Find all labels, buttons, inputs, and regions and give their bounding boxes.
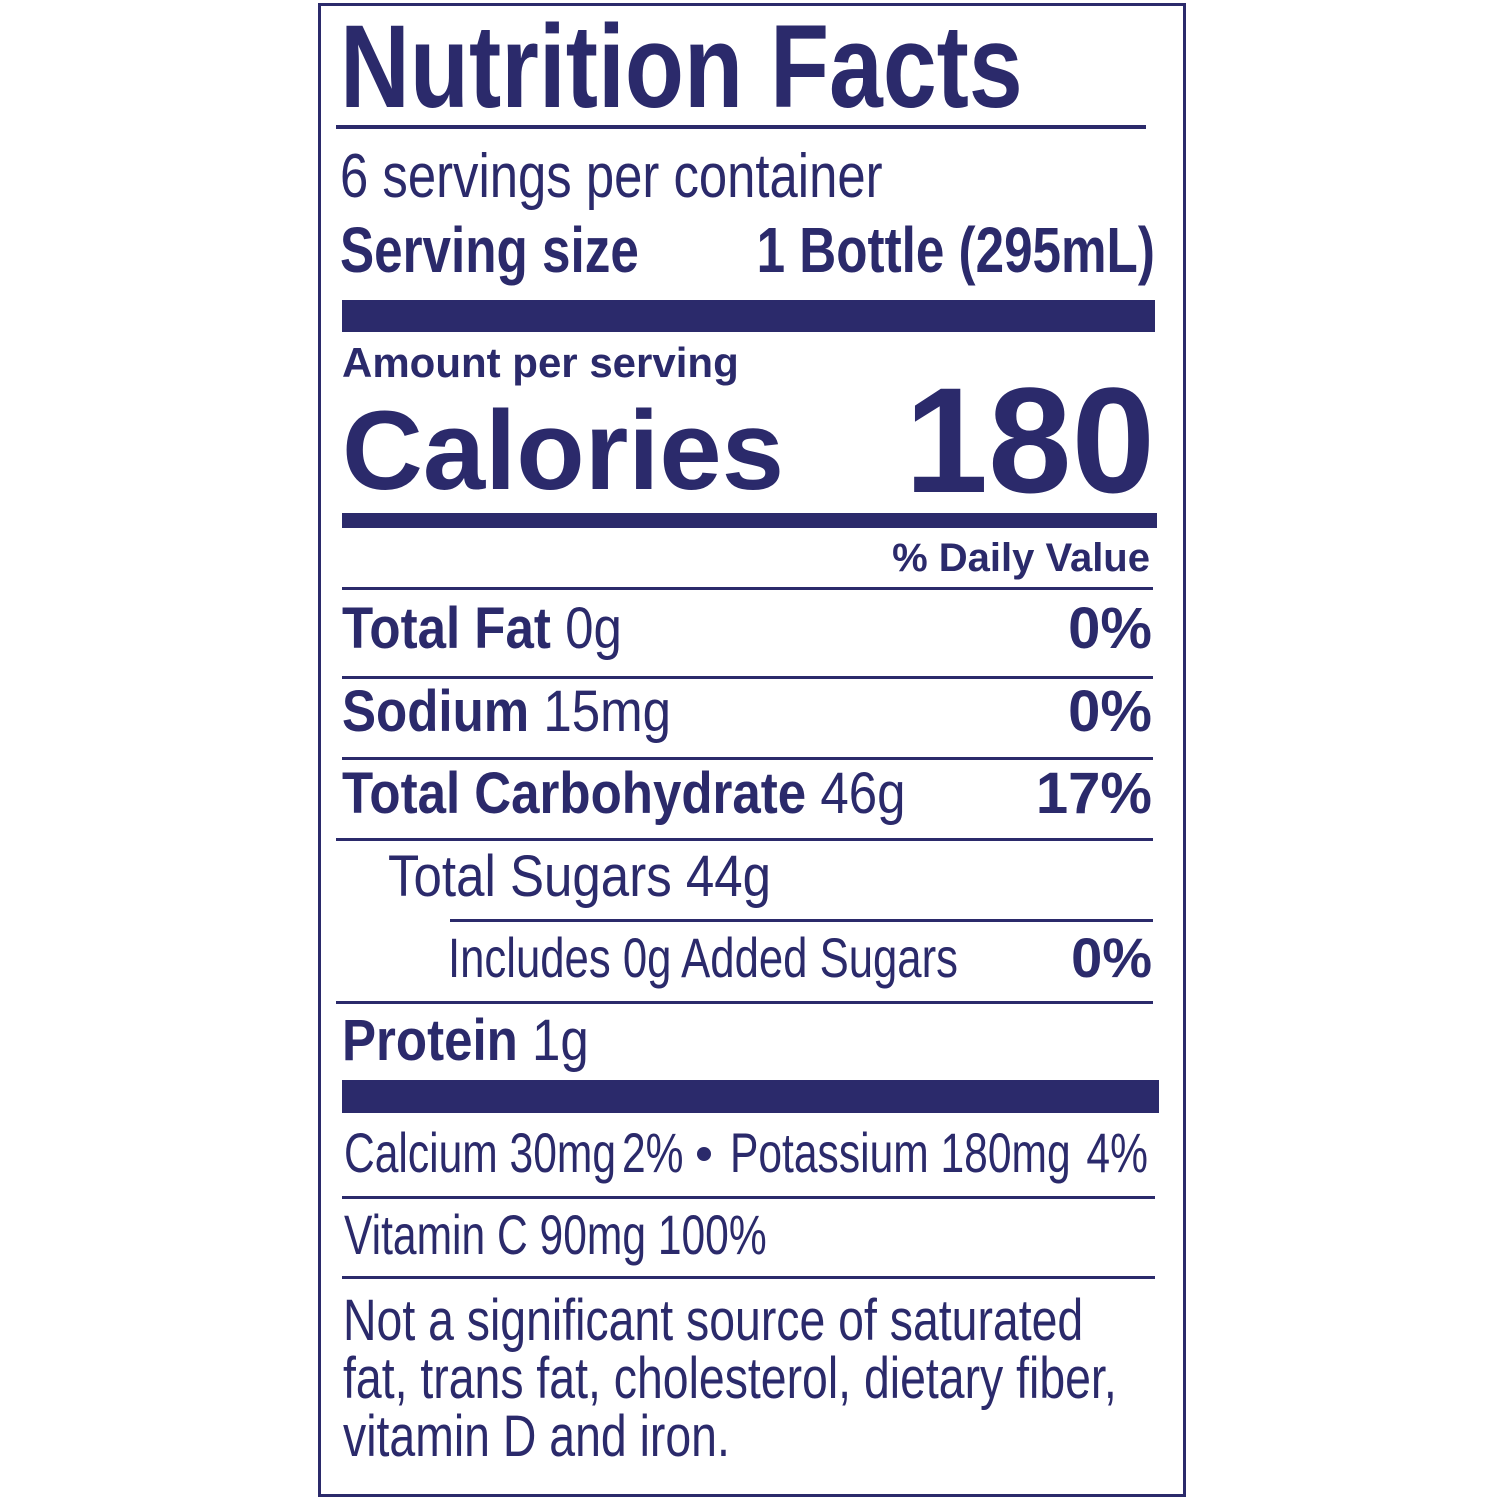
potassium-dv: 4% bbox=[1086, 1121, 1148, 1184]
medium-rule bbox=[342, 513, 1157, 528]
thick-rule bbox=[342, 300, 1155, 332]
rule bbox=[450, 919, 1153, 922]
vitamin-c: Vitamin C 90mg 100% bbox=[344, 1203, 767, 1266]
nutrient-row: Sodium 15mg bbox=[342, 683, 671, 741]
added-sugars-dv: 0% bbox=[1071, 926, 1152, 989]
nutrient-name: Sodium bbox=[342, 679, 530, 744]
nutrient-name: Total Carbohydrate bbox=[342, 761, 807, 826]
nutrient-dv: 17% bbox=[1035, 761, 1152, 826]
daily-value-header: % Daily Value bbox=[892, 536, 1150, 580]
nutrient-row: Total Carbohydrate 46g bbox=[342, 765, 906, 823]
rule bbox=[336, 838, 1153, 841]
calories-value: 180 bbox=[904, 356, 1155, 524]
nutrient-amount: 15mg bbox=[543, 679, 672, 744]
nutrient-name: Protein bbox=[342, 1008, 518, 1073]
bullet bbox=[697, 1147, 711, 1161]
calories-label: Calories bbox=[342, 388, 784, 513]
rule bbox=[336, 125, 1146, 129]
nutrient-amount: 44g bbox=[685, 844, 772, 909]
nutrient-row: Total Fat 0g bbox=[342, 600, 622, 658]
potassium: Potassium 180mg bbox=[730, 1121, 1071, 1184]
nutrient-amount: 1g bbox=[532, 1008, 589, 1073]
label-frame bbox=[318, 3, 1186, 1497]
nutrient-amount: 0g bbox=[565, 596, 622, 661]
title: Nutrition Facts bbox=[340, 1, 1023, 133]
added-sugars: Includes 0g Added Sugars bbox=[448, 926, 958, 989]
rule bbox=[342, 676, 1153, 679]
nutrient-amount: 46g bbox=[820, 761, 906, 826]
rule bbox=[342, 757, 1153, 760]
thick-rule bbox=[342, 1080, 1159, 1113]
rule bbox=[342, 1196, 1155, 1199]
nutrient-dv: 0% bbox=[1068, 679, 1152, 744]
rule bbox=[342, 587, 1153, 590]
nutrient-dv: 0% bbox=[1068, 596, 1152, 661]
total-sugars: Total Sugars 44g bbox=[388, 848, 771, 906]
rule bbox=[342, 1276, 1155, 1279]
calcium: Calcium 30mg bbox=[344, 1121, 617, 1184]
protein: Protein 1g bbox=[342, 1012, 589, 1070]
amount-per-serving: Amount per serving bbox=[342, 339, 739, 386]
rule bbox=[336, 1001, 1153, 1004]
nutrient-name: Total Fat bbox=[342, 596, 551, 661]
footnote: Not a significant source of saturated fa… bbox=[343, 1288, 1117, 1469]
serving-size-value: 1 Bottle (295mL) bbox=[756, 214, 1155, 286]
serving-size-label: Serving size bbox=[340, 214, 639, 286]
calcium-dv: 2% bbox=[622, 1121, 684, 1184]
servings-per-container: 6 servings per container bbox=[340, 142, 883, 211]
nutrient-name: Total Sugars bbox=[388, 844, 672, 909]
